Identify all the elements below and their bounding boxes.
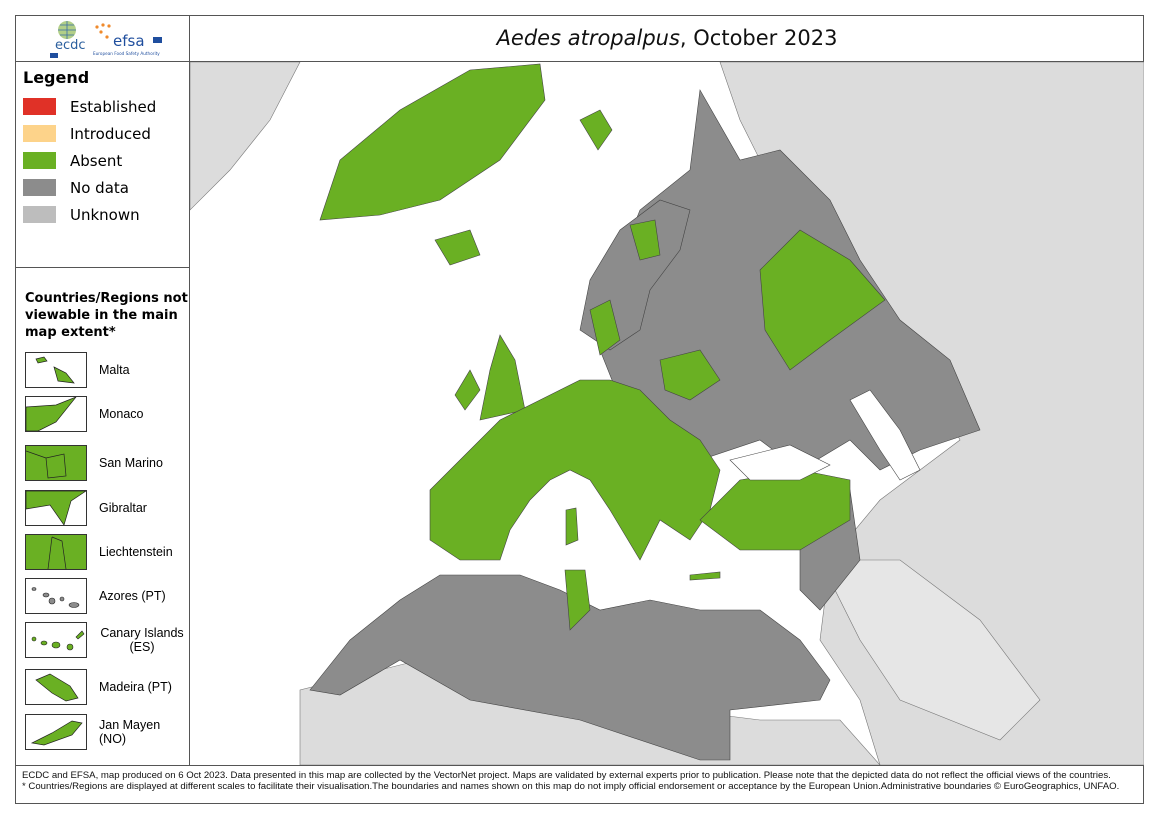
continental-europe — [429, 379, 721, 561]
map-title: Aedes atropalpus, October 2023 — [190, 15, 1144, 62]
inset-liechtenstein: Liechtenstein — [25, 534, 185, 570]
inset-label: San Marino — [99, 456, 163, 470]
inset-madeira: Madeira (PT) — [25, 669, 185, 705]
footer-line-1: ECDC and EFSA, map produced on 6 Oct 202… — [22, 770, 1111, 781]
swatch-introduced — [23, 125, 56, 142]
ecdc-logo: ecdc — [50, 21, 86, 58]
species-name: Aedes atropalpus — [496, 26, 680, 50]
liechtenstein-shape — [25, 534, 87, 570]
inset-jan-mayen: Jan Mayen (NO) — [25, 714, 185, 750]
san-marino-shape — [25, 445, 87, 481]
main-map[interactable] — [190, 62, 1144, 765]
legend-item-no-data: No data — [23, 174, 181, 201]
inset-san-marino: San Marino — [25, 445, 185, 481]
inset-label: Malta — [99, 363, 130, 377]
absent-regions — [319, 63, 886, 631]
jan-mayen-shape — [25, 714, 87, 750]
map-svg[interactable] — [190, 62, 1144, 765]
logo-graphic: ecdc efsa European Food Safety Authority — [50, 21, 162, 58]
iceland — [434, 229, 481, 266]
belarus — [659, 349, 721, 401]
legend-item-introduced: Introduced — [23, 120, 181, 147]
legend-item-established: Established — [23, 93, 181, 120]
inset-monaco: Monaco — [25, 396, 185, 432]
greenland — [319, 63, 546, 221]
gibraltar-shape — [25, 490, 87, 526]
swatch-unknown — [23, 206, 56, 223]
insets-heading: Countries/Regions not viewable in the ma… — [25, 291, 188, 340]
sweden-south — [589, 299, 621, 356]
legend-label: Absent — [70, 151, 123, 170]
footer: ECDC and EFSA, map produced on 6 Oct 202… — [15, 765, 1144, 804]
swatch-absent — [23, 152, 56, 169]
inset-label: Monaco — [99, 407, 144, 421]
swatch-no-data — [23, 179, 56, 196]
malta-shape — [25, 352, 87, 388]
footer-line-2: * Countries/Regions are displayed at dif… — [22, 781, 1120, 792]
russia-region — [759, 229, 886, 371]
canary-islands-shape — [25, 622, 87, 658]
legend-item-unknown: Unknown — [23, 201, 181, 228]
svg-text:European Food Safety Authority: European Food Safety Authority — [93, 51, 160, 56]
inset-label: Gibraltar — [99, 501, 147, 515]
madeira-shape — [25, 669, 87, 705]
caspian-sea — [849, 389, 921, 481]
efsa-logo: efsa European Food Safety Authority — [93, 23, 162, 56]
ireland — [454, 369, 481, 411]
inset-label: Madeira (PT) — [99, 680, 172, 694]
finland-north — [629, 219, 661, 261]
inset-label: Liechtenstein — [99, 545, 173, 559]
black-sea — [729, 444, 831, 481]
svalbard — [579, 109, 613, 151]
crete — [689, 571, 721, 581]
inset-malta: Malta — [25, 352, 185, 388]
tunisia — [564, 569, 591, 631]
svg-text:ecdc: ecdc — [55, 38, 86, 53]
legend-label: Established — [70, 97, 157, 116]
inland-seas — [729, 389, 921, 481]
legend-label: Introduced — [70, 124, 151, 143]
legend-label: Unknown — [70, 205, 140, 224]
azores-shape — [25, 578, 87, 614]
monaco-shape — [25, 396, 87, 432]
inset-label: Jan Mayen (NO) — [99, 718, 161, 746]
legend-item-absent: Absent — [23, 147, 181, 174]
inset-azores: Azores (PT) — [25, 578, 185, 614]
inset-canary-islands: Canary Islands (ES) — [25, 622, 185, 658]
insets-panel: Countries/Regions not viewable in the ma… — [15, 268, 190, 765]
inset-gibraltar: Gibraltar — [25, 490, 185, 526]
legend-label: No data — [70, 178, 129, 197]
inset-label: Canary Islands (ES) — [100, 626, 184, 654]
swatch-established — [23, 98, 56, 115]
title-date: , October 2023 — [679, 26, 838, 50]
svg-text:efsa: efsa — [113, 32, 145, 50]
legend: Legend Established Introduced Absent No … — [15, 62, 190, 268]
logos: ecdc efsa European Food Safety Authority — [15, 15, 190, 62]
legend-heading: Legend — [23, 68, 90, 87]
inset-label: Azores (PT) — [99, 589, 166, 603]
sardinia — [565, 507, 579, 546]
